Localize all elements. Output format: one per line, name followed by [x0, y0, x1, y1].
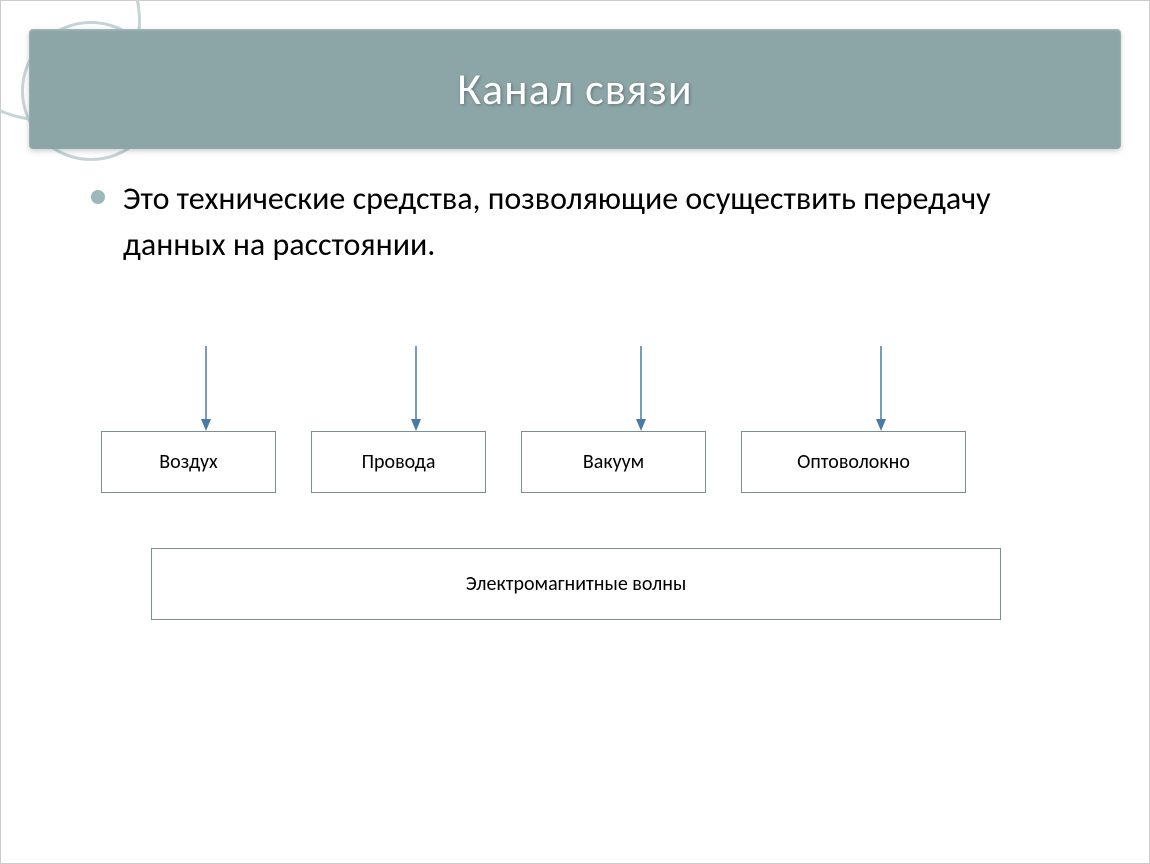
diagram-bottom-box: Электромагнитные волны	[151, 548, 1001, 620]
title-banner: Канал связи	[29, 29, 1121, 149]
diagram: Воздух Провода Вакуум Оптоволокно Электр…	[101, 346, 1089, 746]
diagram-box: Вакуум	[521, 431, 706, 493]
slide: Канал связи Это технические средства, по…	[0, 0, 1150, 864]
bullet-item: Это технические средства, позволяющие ос…	[91, 176, 1089, 269]
bullet-marker-icon	[91, 190, 105, 204]
diagram-box: Воздух	[101, 431, 276, 493]
arrow-icon	[196, 346, 216, 431]
arrow-icon	[631, 346, 651, 431]
arrow-icon	[406, 346, 426, 431]
slide-title: Канал связи	[457, 62, 692, 116]
content-area: Это технические средства, позволяющие ос…	[91, 176, 1089, 299]
diagram-box: Оптоволокно	[741, 431, 966, 493]
bullet-text: Это технические средства, позволяющие ос…	[123, 176, 1089, 269]
top-boxes-row: Воздух Провода Вакуум Оптоволокно	[101, 431, 1089, 493]
arrows-row	[101, 346, 1089, 431]
arrow-icon	[871, 346, 891, 431]
diagram-box: Провода	[311, 431, 486, 493]
